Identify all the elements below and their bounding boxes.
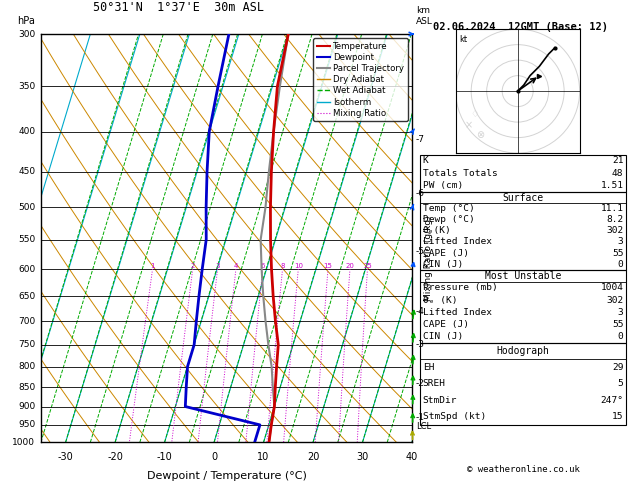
Text: -30: -30 <box>58 452 74 463</box>
Text: 1.51: 1.51 <box>600 181 623 190</box>
Text: 400: 400 <box>18 127 35 136</box>
Text: 5: 5 <box>618 380 623 388</box>
Text: 10: 10 <box>294 263 303 269</box>
Text: 20: 20 <box>345 263 354 269</box>
Text: 750: 750 <box>18 340 35 349</box>
Text: SREH: SREH <box>423 380 446 388</box>
Text: 6: 6 <box>260 263 265 269</box>
Text: 02.06.2024  12GMT (Base: 12): 02.06.2024 12GMT (Base: 12) <box>433 22 608 32</box>
Text: 55: 55 <box>612 320 623 329</box>
Text: 247°: 247° <box>600 396 623 405</box>
Text: 1: 1 <box>150 263 155 269</box>
Text: 55: 55 <box>612 248 623 258</box>
Text: -1: -1 <box>416 413 425 422</box>
Text: 3: 3 <box>618 238 623 246</box>
Text: -10: -10 <box>157 452 172 463</box>
Text: 0: 0 <box>211 452 217 463</box>
Text: -7: -7 <box>416 136 425 144</box>
Text: StmDir: StmDir <box>423 396 457 405</box>
Text: -20: -20 <box>107 452 123 463</box>
Text: θₑ (K): θₑ (K) <box>423 295 457 305</box>
Text: θₑ(K): θₑ(K) <box>423 226 452 235</box>
Text: 15: 15 <box>323 263 333 269</box>
Text: 4: 4 <box>234 263 238 269</box>
Text: Lifted Index: Lifted Index <box>423 238 492 246</box>
Text: 30: 30 <box>357 452 369 463</box>
Text: 850: 850 <box>18 382 35 392</box>
Text: Most Unstable: Most Unstable <box>485 271 561 281</box>
Text: Totals Totals: Totals Totals <box>423 169 498 178</box>
Text: -5: -5 <box>416 247 425 256</box>
Text: $\diamondsuit$: $\diamondsuit$ <box>470 107 479 119</box>
Text: 1004: 1004 <box>600 283 623 293</box>
Text: km
ASL: km ASL <box>416 6 433 26</box>
Text: Lifted Index: Lifted Index <box>423 308 492 317</box>
Text: -4: -4 <box>416 307 425 316</box>
Text: 800: 800 <box>18 362 35 371</box>
Text: 21: 21 <box>612 156 623 165</box>
Text: StmSpd (kt): StmSpd (kt) <box>423 413 486 421</box>
Text: 900: 900 <box>18 402 35 411</box>
Text: 0: 0 <box>618 260 623 269</box>
Text: 10: 10 <box>257 452 270 463</box>
Text: 3: 3 <box>618 308 623 317</box>
Text: Mixing Ratio (g/kg): Mixing Ratio (g/kg) <box>424 216 433 301</box>
Text: 302: 302 <box>606 295 623 305</box>
Text: 20: 20 <box>307 452 320 463</box>
Text: 50°31'N  1°37'E  30m ASL: 50°31'N 1°37'E 30m ASL <box>92 0 264 14</box>
Text: 8.2: 8.2 <box>606 215 623 224</box>
Text: 15: 15 <box>612 413 623 421</box>
Text: 350: 350 <box>18 82 35 91</box>
Text: 550: 550 <box>18 235 35 244</box>
Text: -3: -3 <box>416 340 425 349</box>
Text: 950: 950 <box>18 420 35 429</box>
Text: 29: 29 <box>612 363 623 372</box>
Text: -2: -2 <box>416 379 425 388</box>
Text: 8: 8 <box>281 263 285 269</box>
Text: Dewpoint / Temperature (°C): Dewpoint / Temperature (°C) <box>147 471 306 481</box>
Text: 302: 302 <box>606 226 623 235</box>
Text: CAPE (J): CAPE (J) <box>423 320 469 329</box>
Text: © weatheronline.co.uk: © weatheronline.co.uk <box>467 465 579 474</box>
Text: $\times$: $\times$ <box>464 120 472 130</box>
Text: kt: kt <box>459 35 467 44</box>
Text: Temp (°C): Temp (°C) <box>423 204 474 213</box>
Text: 700: 700 <box>18 317 35 326</box>
Text: LCL: LCL <box>416 422 431 431</box>
Text: 11.1: 11.1 <box>600 204 623 213</box>
Text: Pressure (mb): Pressure (mb) <box>423 283 498 293</box>
Text: Hodograph: Hodograph <box>496 346 550 356</box>
Text: 1000: 1000 <box>13 438 35 447</box>
Text: Surface: Surface <box>503 192 543 203</box>
Text: CIN (J): CIN (J) <box>423 332 463 341</box>
Legend: Temperature, Dewpoint, Parcel Trajectory, Dry Adiabat, Wet Adiabat, Isotherm, Mi: Temperature, Dewpoint, Parcel Trajectory… <box>313 38 408 121</box>
Text: -6: -6 <box>416 189 425 198</box>
Text: hPa: hPa <box>18 16 35 26</box>
Text: 500: 500 <box>18 203 35 212</box>
Text: 48: 48 <box>612 169 623 178</box>
Text: 650: 650 <box>18 292 35 301</box>
Text: 2: 2 <box>191 263 195 269</box>
Text: 0: 0 <box>618 332 623 341</box>
Text: CIN (J): CIN (J) <box>423 260 463 269</box>
Text: EH: EH <box>423 363 434 372</box>
Text: $\otimes$: $\otimes$ <box>476 129 485 140</box>
Text: 300: 300 <box>18 30 35 38</box>
Text: PW (cm): PW (cm) <box>423 181 463 190</box>
Text: Dewp (°C): Dewp (°C) <box>423 215 474 224</box>
Text: 3: 3 <box>215 263 220 269</box>
Text: 25: 25 <box>363 263 372 269</box>
Text: 40: 40 <box>406 452 418 463</box>
Text: K: K <box>423 156 428 165</box>
Text: 600: 600 <box>18 264 35 274</box>
Text: 450: 450 <box>18 167 35 176</box>
Text: CAPE (J): CAPE (J) <box>423 248 469 258</box>
